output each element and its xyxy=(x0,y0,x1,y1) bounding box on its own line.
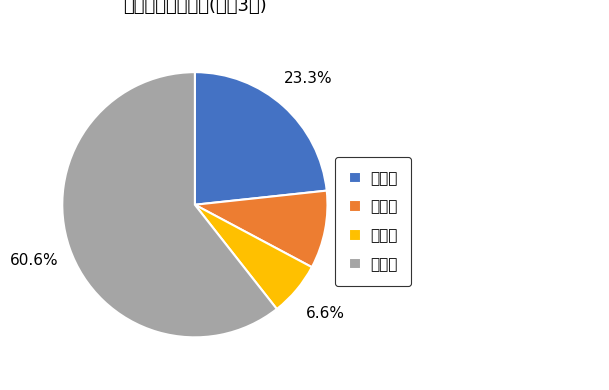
Wedge shape xyxy=(195,205,312,309)
Title: 生のり類の養殖収獲量
全国に占める割合(令和3年): 生のり類の養殖収獲量 全国に占める割合(令和3年) xyxy=(123,0,267,15)
Wedge shape xyxy=(195,191,328,267)
Text: 9.5%: 9.5% xyxy=(342,230,381,245)
Text: 60.6%: 60.6% xyxy=(10,253,59,268)
Wedge shape xyxy=(62,72,277,337)
Text: 23.3%: 23.3% xyxy=(284,71,333,86)
Legend: 静岡県, 香川県, 沖縄県, その他: 静岡県, 香川県, 沖縄県, その他 xyxy=(335,157,412,286)
Text: 6.6%: 6.6% xyxy=(306,306,345,321)
Wedge shape xyxy=(195,72,326,205)
